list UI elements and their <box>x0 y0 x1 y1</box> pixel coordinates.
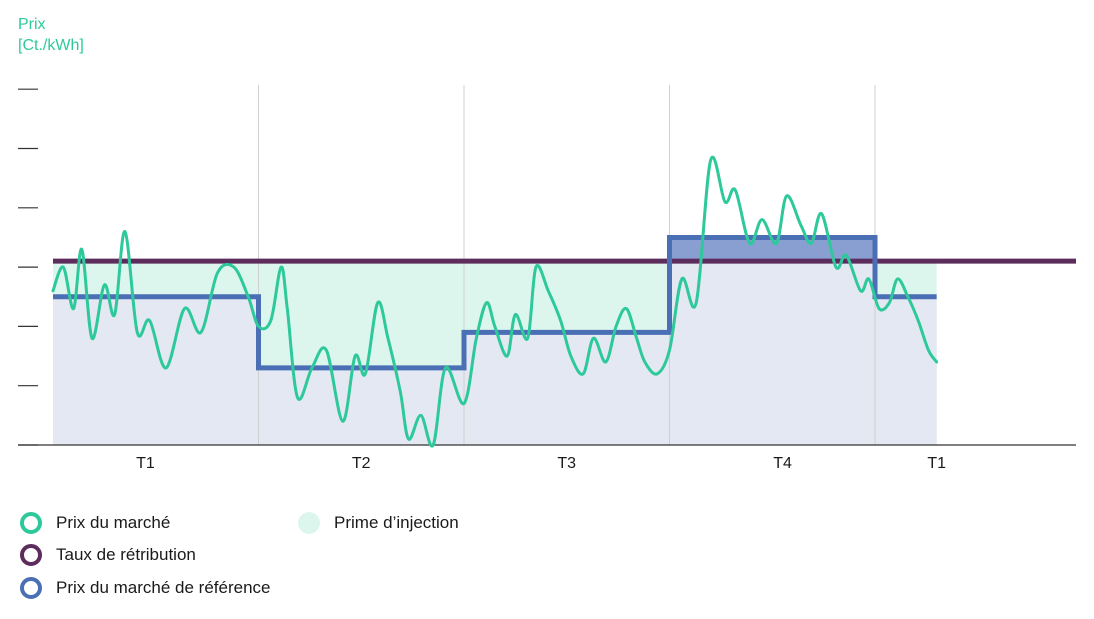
reference-area <box>53 237 937 445</box>
legend-label-reference-price: Prix du marché de référence <box>56 578 271 597</box>
y-axis-unit-line2: [Ct./kWh] <box>18 37 84 54</box>
legend-label-retribution-rate: Taux de rétribution <box>56 545 196 564</box>
y-axis-unit-line1: Prix <box>18 16 46 33</box>
legend-item-injection-premium: Prime d’injection <box>298 512 459 534</box>
legend-label-market-price: Prix du marché <box>56 513 171 532</box>
legend-label-injection-premium: Prime d’injection <box>334 513 459 532</box>
legend-item-reference-price: Prix du marché de référence <box>20 577 271 599</box>
retribution-rate-swatch-icon <box>20 544 42 566</box>
x-tick-label: T2 <box>352 455 371 472</box>
y-axis-unit: Prix [Ct./kWh] <box>18 14 84 56</box>
x-tick-label: T3 <box>557 455 576 472</box>
reference-price-swatch-icon <box>20 577 42 599</box>
x-tick-label: T4 <box>773 455 792 472</box>
reference-price-line <box>53 234 937 371</box>
x-tick-label: T1 <box>927 455 946 472</box>
market-price-swatch-icon <box>20 512 42 534</box>
above-retribution-area <box>669 237 875 262</box>
x-tick-label: T1 <box>136 455 155 472</box>
injection-premium-swatch-icon <box>298 512 320 534</box>
legend-item-retribution-rate: Taux de rétribution <box>20 544 196 566</box>
market-price-line <box>51 155 939 448</box>
legend-item-market-price: Prix du marché <box>20 512 170 534</box>
